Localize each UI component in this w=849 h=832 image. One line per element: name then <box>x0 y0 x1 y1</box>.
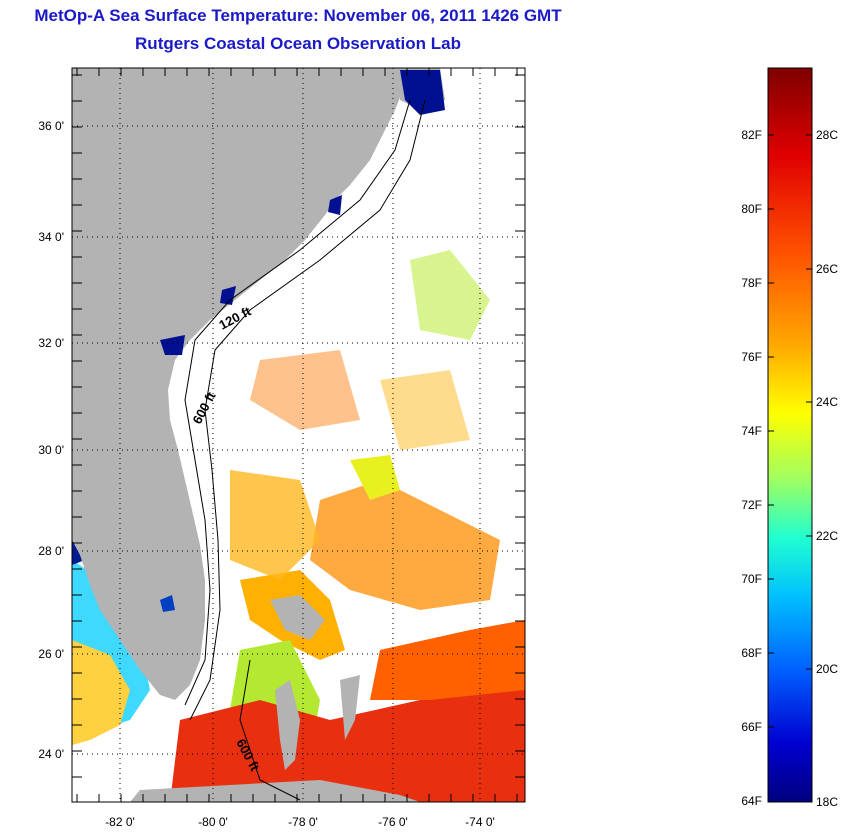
colorbar-f-label: 80F <box>741 202 762 216</box>
sst-chesapeake <box>400 70 445 115</box>
colorbar-ticks <box>768 134 812 728</box>
sst-lake-okeechobee <box>160 595 175 612</box>
colorbar-c-label: 20C <box>816 662 838 676</box>
colorbar-c-label: 26C <box>816 262 838 276</box>
axis-ticks <box>72 68 525 802</box>
colorbar-f-label: 68F <box>741 646 762 660</box>
map-frame <box>71 67 526 803</box>
contour-120ft <box>184 99 411 706</box>
sst-south-east <box>370 620 525 700</box>
colorbar-f-label: 72F <box>741 498 762 512</box>
lat-label: 28 0' <box>38 544 64 558</box>
colorbar-c-label: 22C <box>816 529 838 543</box>
graticule <box>72 68 525 802</box>
sst-yellow-patch <box>350 455 400 500</box>
lat-label: 30 0' <box>38 443 64 457</box>
colorbar-f-label: 66F <box>741 720 762 734</box>
colorbar-f-label: 78F <box>741 276 762 290</box>
land-mass <box>72 68 405 700</box>
colorbar-c-label: 18C <box>816 795 838 809</box>
lat-label: 32 0' <box>38 336 64 350</box>
sst-estuary <box>160 335 185 355</box>
lon-label: -80 0' <box>198 815 228 829</box>
colorbar-fahrenheit: 82F 80F 78F 76F 74F 72F 70F 68F 66F 64F <box>741 128 762 808</box>
lon-label: -76 0' <box>378 815 408 829</box>
sst-estuary-2 <box>220 286 236 305</box>
latitude-axis: 36 0' 34 0' 32 0' 30 0' 28 0' 26 0' 24 0… <box>38 119 64 761</box>
sst-scatter-1 <box>250 350 360 430</box>
sst-sound <box>328 195 342 215</box>
sst-west-patch <box>230 470 320 580</box>
land-cuba <box>130 780 420 802</box>
longitude-axis: -82 0' -80 0' -78 0' -76 0' -74 0' <box>105 815 495 829</box>
contour-600ft <box>189 99 426 721</box>
lat-label: 24 0' <box>38 747 64 761</box>
lon-label: -82 0' <box>105 815 135 829</box>
island-andros <box>275 680 300 770</box>
sst-mid-patch <box>310 480 500 610</box>
sst-scatter-2 <box>380 370 470 450</box>
colorbar-f-label: 64F <box>741 794 762 808</box>
sst-north-green <box>410 250 490 340</box>
lon-label: -78 0' <box>288 815 318 829</box>
lat-label: 36 0' <box>38 119 64 133</box>
lat-label: 34 0' <box>38 230 64 244</box>
map-title: MetOp-A Sea Surface Temperature: Novembe… <box>34 6 562 25</box>
lat-label: 26 0' <box>38 647 64 661</box>
island-abaco <box>270 595 325 640</box>
colorbar-c-label: 28C <box>816 128 838 142</box>
sst-gulf-warm <box>72 640 130 745</box>
colorbar-celsius: 28C 26C 24C 22C 20C 18C <box>816 128 838 809</box>
island-eleuthera <box>340 675 360 740</box>
colorbar-f-label: 74F <box>741 424 762 438</box>
lon-label: -74 0' <box>465 815 495 829</box>
colorbar <box>767 67 813 803</box>
map-content <box>72 68 525 802</box>
colorbar-f-label: 76F <box>741 350 762 364</box>
sst-south-warm <box>170 680 525 802</box>
map-subtitle: Rutgers Coastal Ocean Observation Lab <box>135 34 461 53</box>
colorbar-f-label: 70F <box>741 572 762 586</box>
colorbar-f-label: 82F <box>741 128 762 142</box>
contour-600ft-bank <box>239 659 301 801</box>
colorbar-c-label: 24C <box>816 395 838 409</box>
